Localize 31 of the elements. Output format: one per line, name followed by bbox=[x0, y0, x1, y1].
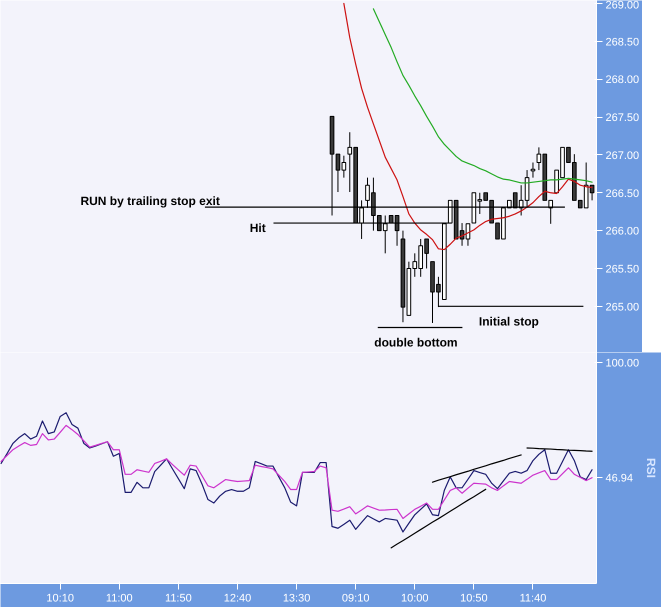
x-tick-label: 11:50 bbox=[165, 592, 192, 604]
x-tick-label: 11:40 bbox=[520, 592, 546, 604]
line-series bbox=[0, 424, 593, 520]
line-series bbox=[0, 412, 593, 533]
line-series bbox=[343, 2, 593, 250]
x-tick-label: 10:50 bbox=[460, 592, 488, 604]
x-tick-label: 09:10 bbox=[342, 592, 370, 604]
x-tick-label: 10:00 bbox=[401, 592, 429, 604]
y-axis-title: RSI bbox=[644, 458, 658, 478]
y-tick-label: 268.50 bbox=[606, 36, 640, 48]
line-series bbox=[432, 454, 522, 483]
y-tick-label: 266.50 bbox=[606, 188, 640, 200]
candlestick bbox=[530, 162, 536, 178]
ref-line-label: Initial stop bbox=[478, 314, 539, 328]
y-tick-label: 267.50 bbox=[606, 112, 640, 124]
y-tick-label: 46.94 bbox=[606, 472, 634, 485]
y-tick-label: 267.00 bbox=[606, 150, 640, 162]
line-series bbox=[390, 488, 486, 548]
y-tick-label: 265.00 bbox=[606, 301, 640, 314]
y-tick-label: 268.00 bbox=[606, 74, 640, 86]
ref-line-label: Hit bbox=[250, 221, 266, 236]
x-tick-label: 10:10 bbox=[46, 592, 74, 604]
y-tick-label: 269.00 bbox=[606, 0, 640, 12]
y-tick-label: 265.50 bbox=[606, 263, 640, 276]
y-tick-label: 266.00 bbox=[606, 226, 640, 238]
y-tick-label: 100.00 bbox=[606, 357, 640, 370]
x-tick-label: 13:30 bbox=[282, 592, 310, 604]
ref-line-label: double bottom bbox=[374, 336, 458, 350]
x-tick-label: 12:40 bbox=[224, 592, 252, 604]
x-tick-label: 11:00 bbox=[106, 592, 133, 604]
ref-line-label: RUN by trailing stop exit bbox=[80, 194, 220, 208]
